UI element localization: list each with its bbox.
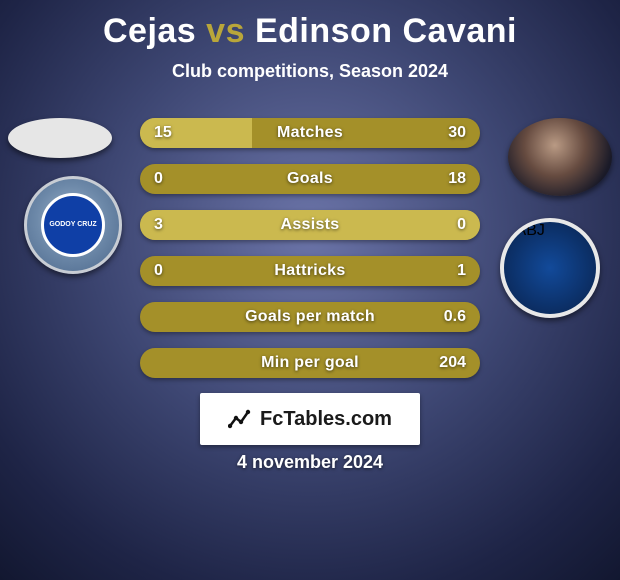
- comparison-card: Cejas vs Edinson Cavani Club competition…: [0, 0, 620, 580]
- stat-right-value: 0.6: [430, 302, 480, 332]
- vs-separator: vs: [206, 12, 245, 50]
- stat-row: Min per goal204: [140, 348, 480, 378]
- watermark-badge: FcTables.com: [200, 393, 420, 445]
- subtitle: Club competitions, Season 2024: [0, 61, 620, 82]
- player2-club-inner: CABJ: [504, 222, 596, 314]
- page-title: Cejas vs Edinson Cavani: [0, 0, 620, 51]
- stat-right-value: 0: [443, 210, 480, 240]
- chart-icon: [228, 408, 254, 430]
- player1-club-abbr: GODOY CRUZ: [41, 193, 105, 257]
- player1-club-badge: GODOY CRUZ: [24, 176, 122, 274]
- stat-row: 0Goals18: [140, 164, 480, 194]
- stat-right-value: 18: [434, 164, 480, 194]
- player1-name: Cejas: [103, 12, 196, 50]
- stat-right-value: 1: [443, 256, 480, 286]
- stat-row: 0Hattricks1: [140, 256, 480, 286]
- watermark-text: FcTables.com: [260, 408, 392, 431]
- stat-row: 15Matches30: [140, 118, 480, 148]
- stat-label: Matches: [140, 118, 480, 148]
- stat-row: Goals per match0.6: [140, 302, 480, 332]
- player2-photo: [508, 118, 612, 196]
- stats-panel: 15Matches300Goals183Assists00Hattricks1G…: [140, 118, 480, 394]
- stat-right-value: 30: [434, 118, 480, 148]
- stat-label: Hattricks: [140, 256, 480, 286]
- stat-right-value: 204: [425, 348, 480, 378]
- snapshot-date: 4 november 2024: [0, 452, 620, 473]
- stat-row: 3Assists0: [140, 210, 480, 240]
- stat-label: Goals: [140, 164, 480, 194]
- player1-photo: [8, 118, 112, 158]
- stat-label: Assists: [140, 210, 480, 240]
- player2-name: Edinson Cavani: [255, 12, 517, 50]
